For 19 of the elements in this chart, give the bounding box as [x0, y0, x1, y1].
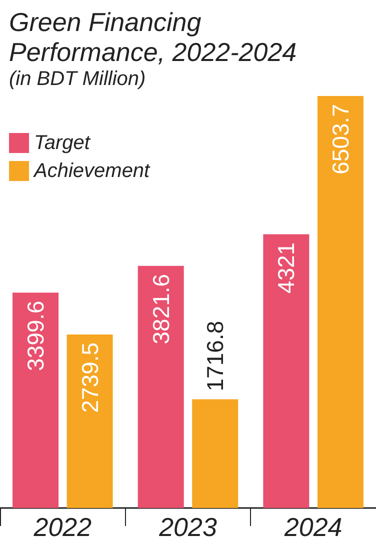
- bar: [263, 234, 310, 508]
- data-label: 4321: [273, 242, 300, 294]
- legend-label: Target: [34, 132, 92, 154]
- data-label: 2739.5: [76, 342, 103, 413]
- bar: [66, 334, 113, 508]
- x-tick-label: 2022: [32, 512, 92, 542]
- legend-label: Achievement: [33, 160, 152, 182]
- chart-title: Green Financing Performance, 2022-2024: [9, 7, 297, 67]
- bar: [192, 399, 238, 508]
- x-tick-label: 2023: [158, 512, 218, 542]
- chart-subtitle: (in BDT Million): [9, 68, 146, 90]
- data-label: 3399.6: [22, 300, 49, 371]
- bar: [138, 266, 184, 508]
- data-label: 1716.8: [202, 320, 228, 392]
- data-label: 6503.7: [327, 104, 354, 174]
- bar: [12, 292, 59, 508]
- x-tick-label: 2024: [283, 512, 342, 542]
- bar: [317, 96, 364, 508]
- data-label: 3821.6: [148, 274, 174, 344]
